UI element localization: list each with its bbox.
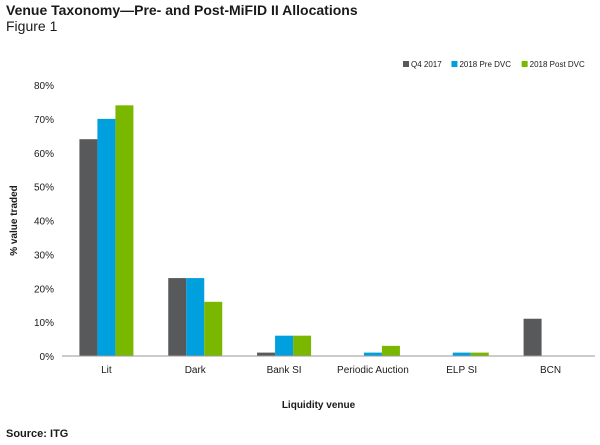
bar-dark-2018-post-dvc [204, 301, 223, 356]
y-tick-label: 60% [34, 149, 54, 160]
legend-swatch-2018-pre-dvc [451, 61, 458, 67]
bar-periodic-auction-2018-post-dvc [381, 345, 400, 356]
legend-swatch-2018-post-dvc [521, 61, 528, 67]
y-tick-label: 30% [34, 250, 54, 261]
chart-title: Venue Taxonomy—Pre- and Post-MiFID II Al… [6, 2, 358, 18]
y-tick-label: 50% [34, 183, 54, 194]
y-tick-labels: 0% 10% 20% 30% 40% 50% 60% 70% 80% [34, 81, 54, 363]
bar-bank-si-2018-post-dvc [293, 335, 312, 356]
bar-lit-2018-pre-dvc [97, 118, 116, 356]
y-tick-label: 10% [34, 318, 54, 329]
bar-bcn-q4-2017 [523, 318, 542, 356]
bars-layer [79, 105, 542, 356]
bar-periodic-auction-2018-pre-dvc [363, 352, 382, 356]
bar-dark-q4-2017 [168, 278, 187, 356]
legend-label: 2018 Pre DVC [459, 60, 511, 69]
x-tick-label: Dark [185, 365, 207, 376]
x-tick-labels: Lit Dark Bank SI Periodic Auction ELP SI BCN [101, 365, 561, 376]
bar-elp-si-2018-post-dvc [470, 352, 489, 356]
y-axis-title: % value traded [9, 185, 20, 256]
x-tick-label: Lit [101, 365, 112, 376]
x-tick-label: BCN [540, 365, 561, 376]
y-tick-label: 40% [34, 217, 54, 228]
source-note: Source: ITG [6, 428, 69, 440]
legend-swatch-q4-2017 [403, 61, 409, 67]
bar-dark-2018-pre-dvc [186, 278, 205, 356]
bar-bank-si-q4-2017 [257, 352, 276, 356]
x-tick-label: Bank SI [267, 365, 302, 376]
y-tick-label: 20% [34, 284, 54, 295]
bar-bank-si-2018-pre-dvc [275, 335, 294, 356]
bar-lit-2018-post-dvc [115, 105, 134, 356]
legend: Q4 2017 2018 Pre DVC 2018 Post DVC [403, 60, 585, 69]
legend-label: 2018 Post DVC [530, 60, 585, 69]
legend-label: Q4 2017 [411, 60, 442, 69]
bar-elp-si-2018-pre-dvc [452, 352, 471, 356]
figure-label: Figure 1 [6, 18, 58, 34]
y-tick-label: 80% [34, 81, 54, 92]
bar-lit-q4-2017 [79, 139, 98, 356]
x-tick-label: ELP SI [446, 365, 477, 376]
y-tick-label: 70% [34, 115, 54, 126]
y-tick-label: 0% [40, 352, 55, 363]
x-tick-label: Periodic Auction [337, 365, 409, 376]
x-axis-title: Liquidity venue [282, 400, 356, 411]
